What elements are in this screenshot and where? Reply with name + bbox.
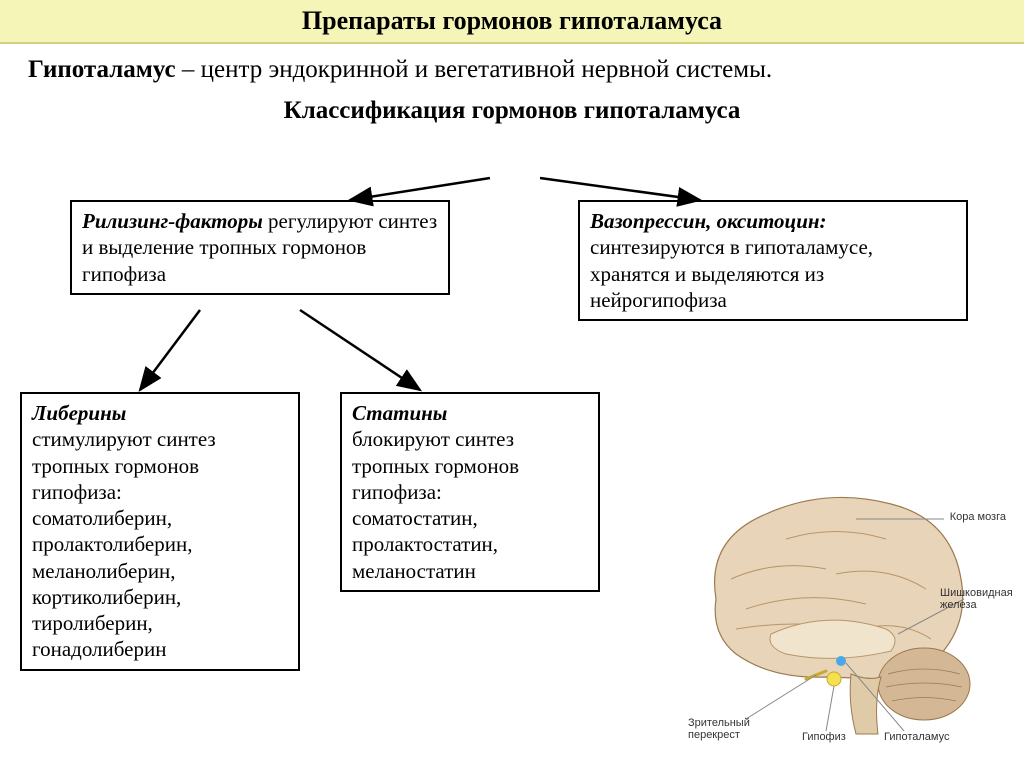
box-liberins: Либерины стимулируют синтез тропных горм… bbox=[20, 392, 300, 671]
intro-term: Гипоталамус bbox=[28, 56, 176, 83]
box-vasopressin-oxytocin: Вазопрессин, окситоцин: синтезируются в … bbox=[578, 200, 968, 321]
box-releasing-factors: Рилизинг-факторы регулируют синтез и выд… bbox=[70, 200, 450, 295]
label-pituitary: Гипофиз bbox=[802, 731, 846, 743]
intro-text: Гипоталамус – центр эндокринной и вегета… bbox=[0, 44, 1024, 91]
box-statins: Статины блокируют синтез тропных гормоно… bbox=[340, 392, 600, 592]
box-liberins-head: Либерины bbox=[32, 401, 126, 425]
label-pineal: Шишковидная железа bbox=[940, 587, 1010, 611]
box-liberins-items: соматолиберин,пролактолиберин,меланолибе… bbox=[32, 505, 288, 663]
box-statins-lead: блокируют синтез тропных гормонов гипофи… bbox=[352, 426, 588, 505]
box-statins-head: Статины bbox=[352, 401, 447, 425]
label-cortex: Кора мозга bbox=[950, 511, 1006, 523]
box-statins-items: соматостатин,пролактостатин,меланостатин bbox=[352, 505, 588, 584]
box-liberins-lead: стимулируют синтез тропных гормонов гипо… bbox=[32, 426, 288, 505]
label-chiasm: Зрительный перекрест bbox=[688, 717, 758, 741]
box-vaso-head: Вазопрессин, окситоцин: bbox=[590, 209, 827, 233]
brain-illustration: Кора мозга Шишковидная железа Зрительный… bbox=[676, 479, 1006, 749]
page-title: Препараты гормонов гипоталамуса bbox=[0, 6, 1024, 36]
box-vaso-body: синтезируются в гипоталамусе, хранятся и… bbox=[590, 235, 873, 312]
box-releasing-head: Рилизинг-факторы bbox=[82, 209, 263, 233]
title-bar: Препараты гормонов гипоталамуса bbox=[0, 0, 1024, 44]
classification-heading: Классификация гормонов гипоталамуса bbox=[0, 97, 1024, 125]
intro-rest: – центр эндокринной и вегетативной нервн… bbox=[176, 56, 773, 83]
label-hypothalamus: Гипоталамус bbox=[884, 731, 949, 743]
